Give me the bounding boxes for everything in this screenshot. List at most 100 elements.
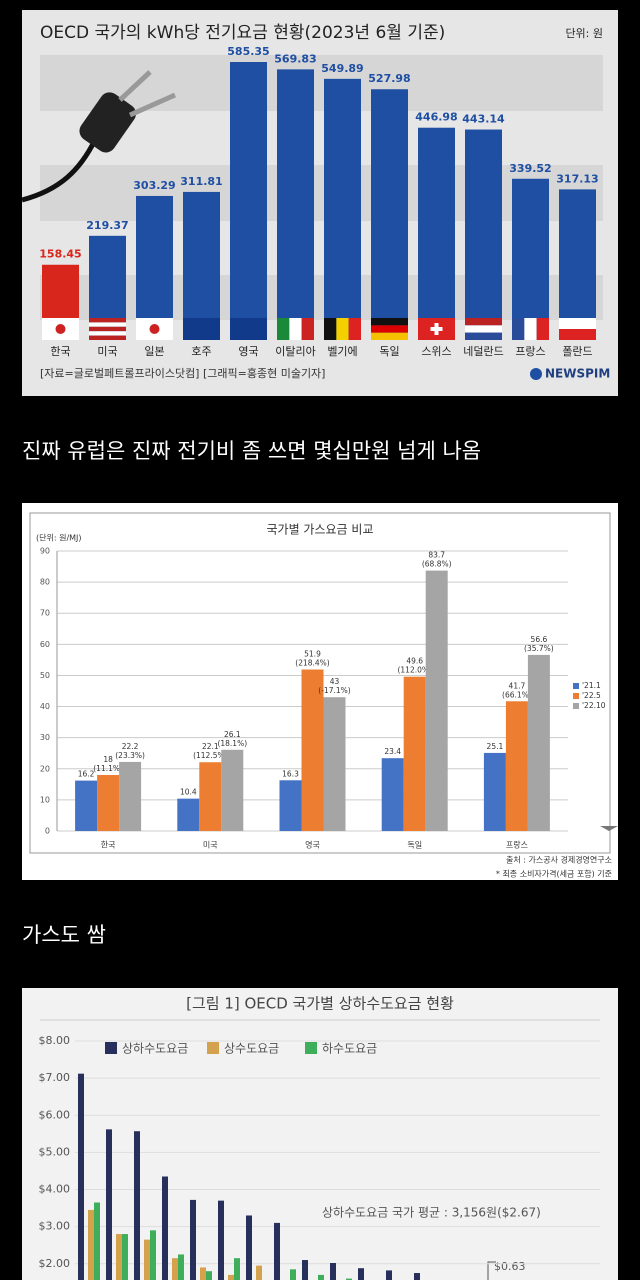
chart-title: 국가별 가스요금 비교: [267, 523, 374, 537]
bar: [358, 1268, 364, 1280]
image-3: [22, 988, 618, 1280]
bar: [75, 780, 98, 831]
flag: [430, 323, 443, 335]
x-tick-label: 네덜란드: [463, 345, 503, 358]
x-tick-label: 호주: [191, 345, 211, 358]
plug: [79, 92, 136, 153]
value-label: 26.1: [224, 730, 241, 739]
bar: [206, 1271, 212, 1280]
flag: [324, 318, 337, 340]
unit: 단위: 원: [565, 27, 603, 40]
flag: [301, 318, 314, 340]
value-label: 43: [330, 677, 340, 686]
value-label: 16.2: [78, 770, 95, 779]
bar: [527, 654, 550, 831]
y-tick-label: 80: [40, 578, 50, 587]
value-label: 16.3: [282, 769, 299, 778]
y-tick-label: $6.00: [39, 1108, 71, 1121]
x-tick-label: 프랑스: [515, 345, 545, 358]
value-label: 303.29: [133, 179, 175, 192]
flag: [371, 318, 408, 326]
bar: [221, 749, 244, 831]
bar: [200, 1267, 206, 1280]
bar: [559, 189, 596, 340]
value-label: 25.1: [487, 742, 504, 751]
flag: [277, 318, 290, 340]
bar: [97, 775, 120, 831]
source: * 최종 소비자가격(세금 포함) 기준: [496, 869, 612, 879]
bar: [116, 1234, 122, 1280]
bar: [119, 761, 142, 831]
legend-swatch: [105, 1042, 117, 1054]
value-label: 51.9: [304, 650, 321, 659]
chart-frame: [29, 512, 611, 854]
flag: [465, 318, 502, 326]
flag: [289, 318, 302, 340]
value-label: 446.98: [415, 111, 457, 124]
plug-pin: [128, 92, 177, 118]
x-tick-label: 미국: [203, 841, 218, 850]
legend-label: 상수도요금: [224, 1042, 279, 1056]
legend-swatch: [573, 693, 579, 699]
x-tick-label: 영국: [238, 345, 258, 358]
value-label: 527.98: [368, 72, 410, 85]
bar: [172, 1258, 178, 1280]
caption: 가스도 쌈: [22, 923, 106, 947]
bar: [136, 195, 173, 340]
flag: [55, 324, 66, 334]
change-label: (66.1%): [502, 690, 532, 699]
bracket: [487, 1261, 496, 1280]
y-tick-label: $8.00: [39, 1034, 71, 1047]
value-label: 83.7: [428, 551, 445, 560]
x-tick-label: 일본: [144, 344, 164, 358]
value-label: 443.14: [462, 113, 505, 126]
y-tick-label: 70: [40, 609, 50, 618]
value-label: 158.45: [39, 248, 81, 261]
bar: [78, 1073, 84, 1280]
value-label: 18: [103, 755, 113, 764]
change-label: (-17.1%): [318, 686, 350, 695]
bar: [418, 127, 455, 340]
value-label: 56.6: [531, 635, 548, 644]
band: [40, 165, 603, 221]
x-tick-label: 폴란드: [562, 345, 592, 358]
flag: [149, 324, 160, 334]
source: 출처 : 가스공사 경제경영연구소: [506, 855, 612, 865]
flag: [89, 335, 126, 340]
x-tick-label: 독일: [379, 344, 399, 358]
bar: [228, 1274, 234, 1280]
legend-swatch: [573, 703, 579, 709]
value-label: 311.81: [180, 175, 222, 188]
legend-label: '22.10: [582, 701, 606, 710]
y-tick-label: $2.00: [39, 1257, 71, 1270]
bar: [183, 191, 220, 340]
flag: [183, 318, 220, 340]
bar: [512, 178, 549, 340]
bar: [190, 1199, 196, 1280]
flag: [89, 326, 126, 332]
bar: [302, 1260, 308, 1280]
bar: [414, 1273, 420, 1280]
flag: [559, 318, 596, 329]
value-label: 585.35: [227, 45, 269, 58]
bar: [199, 762, 222, 831]
x-tick-label: 벨기에: [327, 345, 357, 358]
x-tick-label: 스위스: [421, 345, 451, 358]
flag: [524, 318, 537, 340]
value-label: 49.6: [406, 657, 423, 666]
y-tick-label: 90: [40, 547, 50, 556]
legend-label: 하수도요금: [322, 1042, 377, 1056]
unit: (단위: 원/MJ): [36, 533, 82, 543]
value-label: 10.4: [180, 788, 197, 797]
band: [40, 55, 603, 111]
bar: [218, 1200, 224, 1280]
bar: [346, 1278, 352, 1280]
y-tick-label: $3.00: [39, 1220, 71, 1233]
legend-swatch: [573, 683, 579, 689]
value-label: 219.37: [86, 219, 128, 232]
flag: [348, 318, 361, 340]
y-tick-label: 0: [45, 827, 50, 836]
flag: [512, 318, 525, 340]
flag: [89, 318, 126, 323]
